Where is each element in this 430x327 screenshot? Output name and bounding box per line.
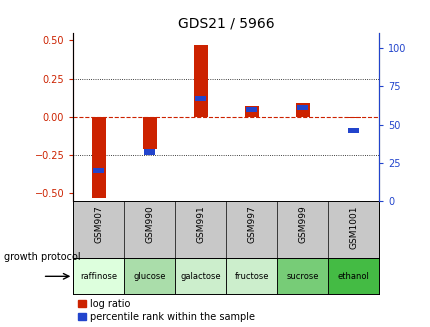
Legend: log ratio, percentile rank within the sample: log ratio, percentile rank within the sa… (78, 299, 254, 322)
Bar (93, 168, 104, 173)
Bar (347, 128, 359, 133)
Bar (193, 45, 207, 117)
Bar (244, 106, 258, 117)
Text: growth protocol: growth protocol (4, 252, 81, 262)
Bar (142, 117, 157, 149)
Text: galactose: galactose (180, 272, 221, 281)
Bar (195, 96, 206, 101)
Text: GSM990: GSM990 (145, 206, 154, 243)
Text: GSM1001: GSM1001 (348, 206, 357, 249)
Bar (226, 258, 276, 294)
Text: GSM997: GSM997 (247, 206, 256, 243)
Bar (175, 258, 226, 294)
Text: GSM999: GSM999 (298, 206, 307, 243)
Bar (124, 258, 175, 294)
Bar (328, 258, 378, 294)
Text: sucrose: sucrose (286, 272, 318, 281)
Title: GDS21 / 5966: GDS21 / 5966 (178, 16, 274, 30)
Text: raffinose: raffinose (80, 272, 117, 281)
Text: ethanol: ethanol (337, 272, 369, 281)
Text: GSM991: GSM991 (196, 206, 205, 243)
Bar (246, 107, 257, 112)
Bar (296, 105, 308, 111)
Bar (73, 258, 124, 294)
Bar (276, 258, 328, 294)
Bar (144, 149, 155, 155)
Text: glucose: glucose (133, 272, 166, 281)
Text: GSM907: GSM907 (94, 206, 103, 243)
Bar (346, 117, 360, 118)
Text: fructose: fructose (234, 272, 268, 281)
Bar (92, 117, 106, 198)
Bar (295, 103, 309, 117)
